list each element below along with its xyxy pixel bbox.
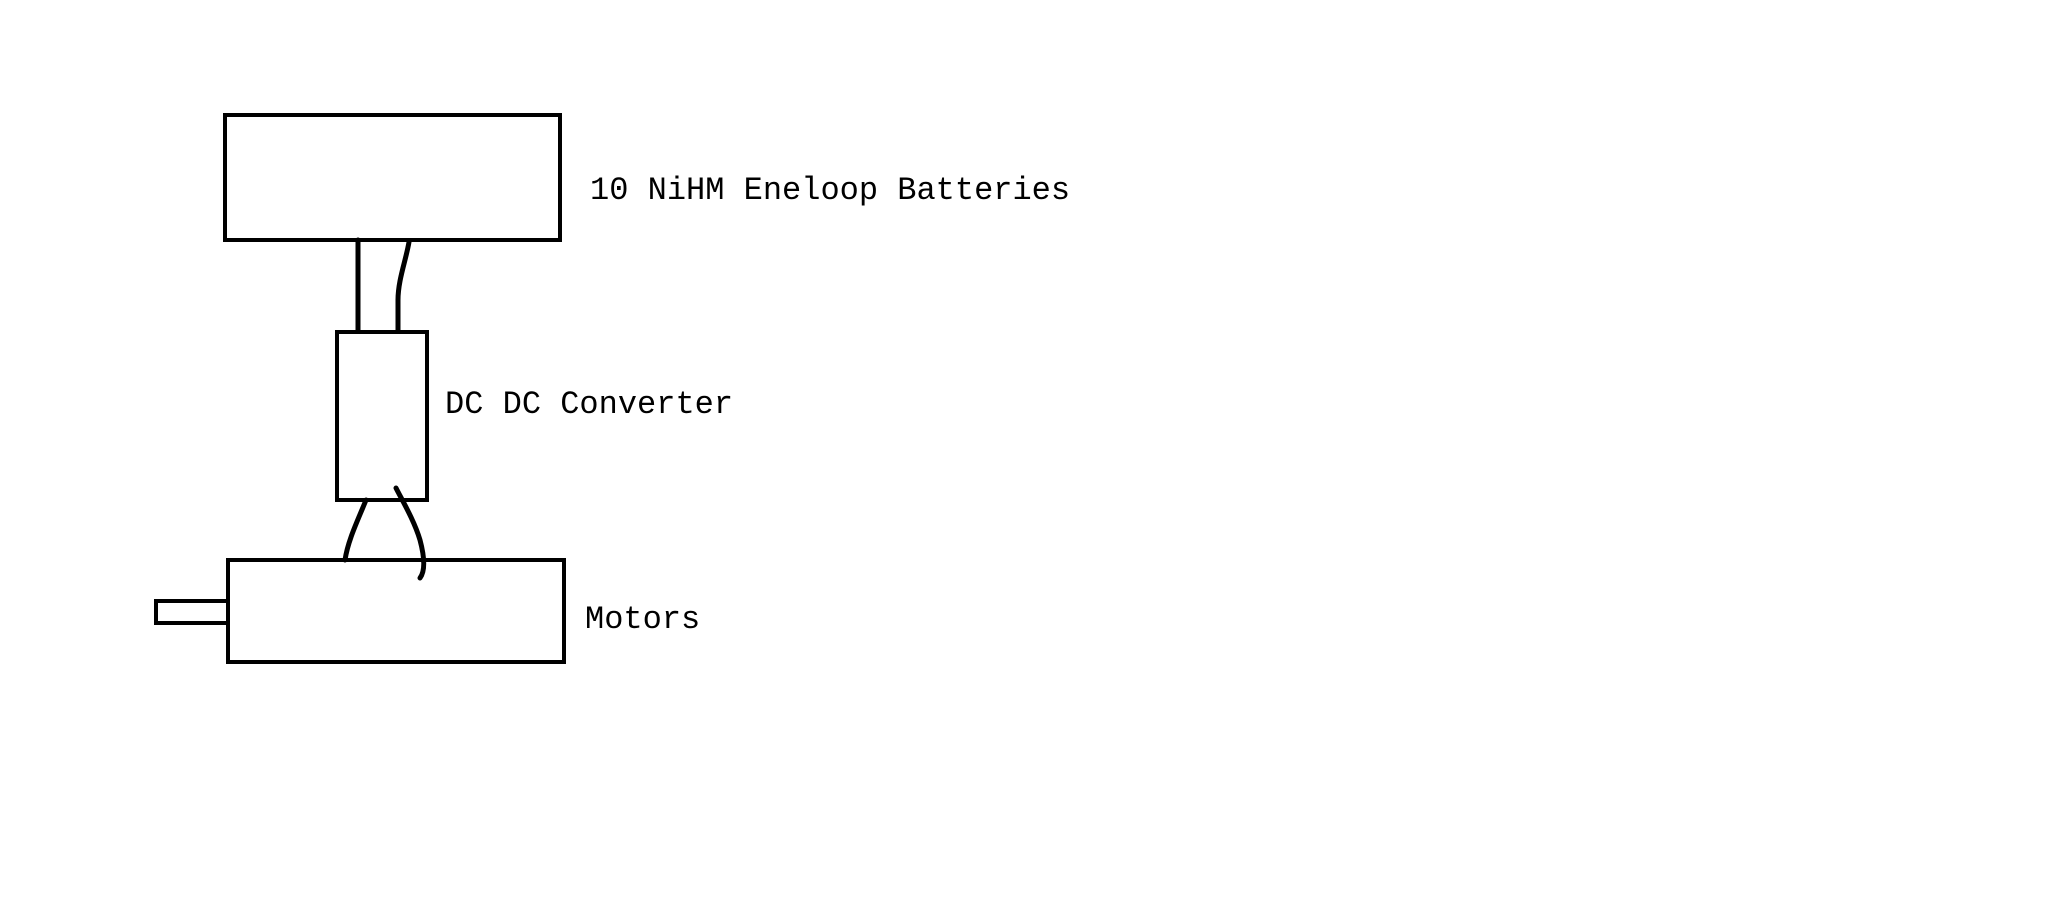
motor-shaft bbox=[156, 601, 228, 623]
motors-label: Motors bbox=[585, 601, 700, 638]
motors-box bbox=[228, 560, 564, 662]
battery-box bbox=[225, 115, 560, 240]
converter-label: DC DC Converter bbox=[445, 386, 733, 423]
power-flow-diagram: 10 NiHM Eneloop Batteries DC DC Converte… bbox=[0, 0, 2048, 917]
wire-battery-converter-2 bbox=[398, 242, 409, 330]
diagram-svg bbox=[0, 0, 2048, 917]
wire-converter-motors-1 bbox=[345, 500, 366, 560]
battery-label: 10 NiHM Eneloop Batteries bbox=[590, 172, 1070, 209]
converter-box bbox=[337, 332, 427, 500]
